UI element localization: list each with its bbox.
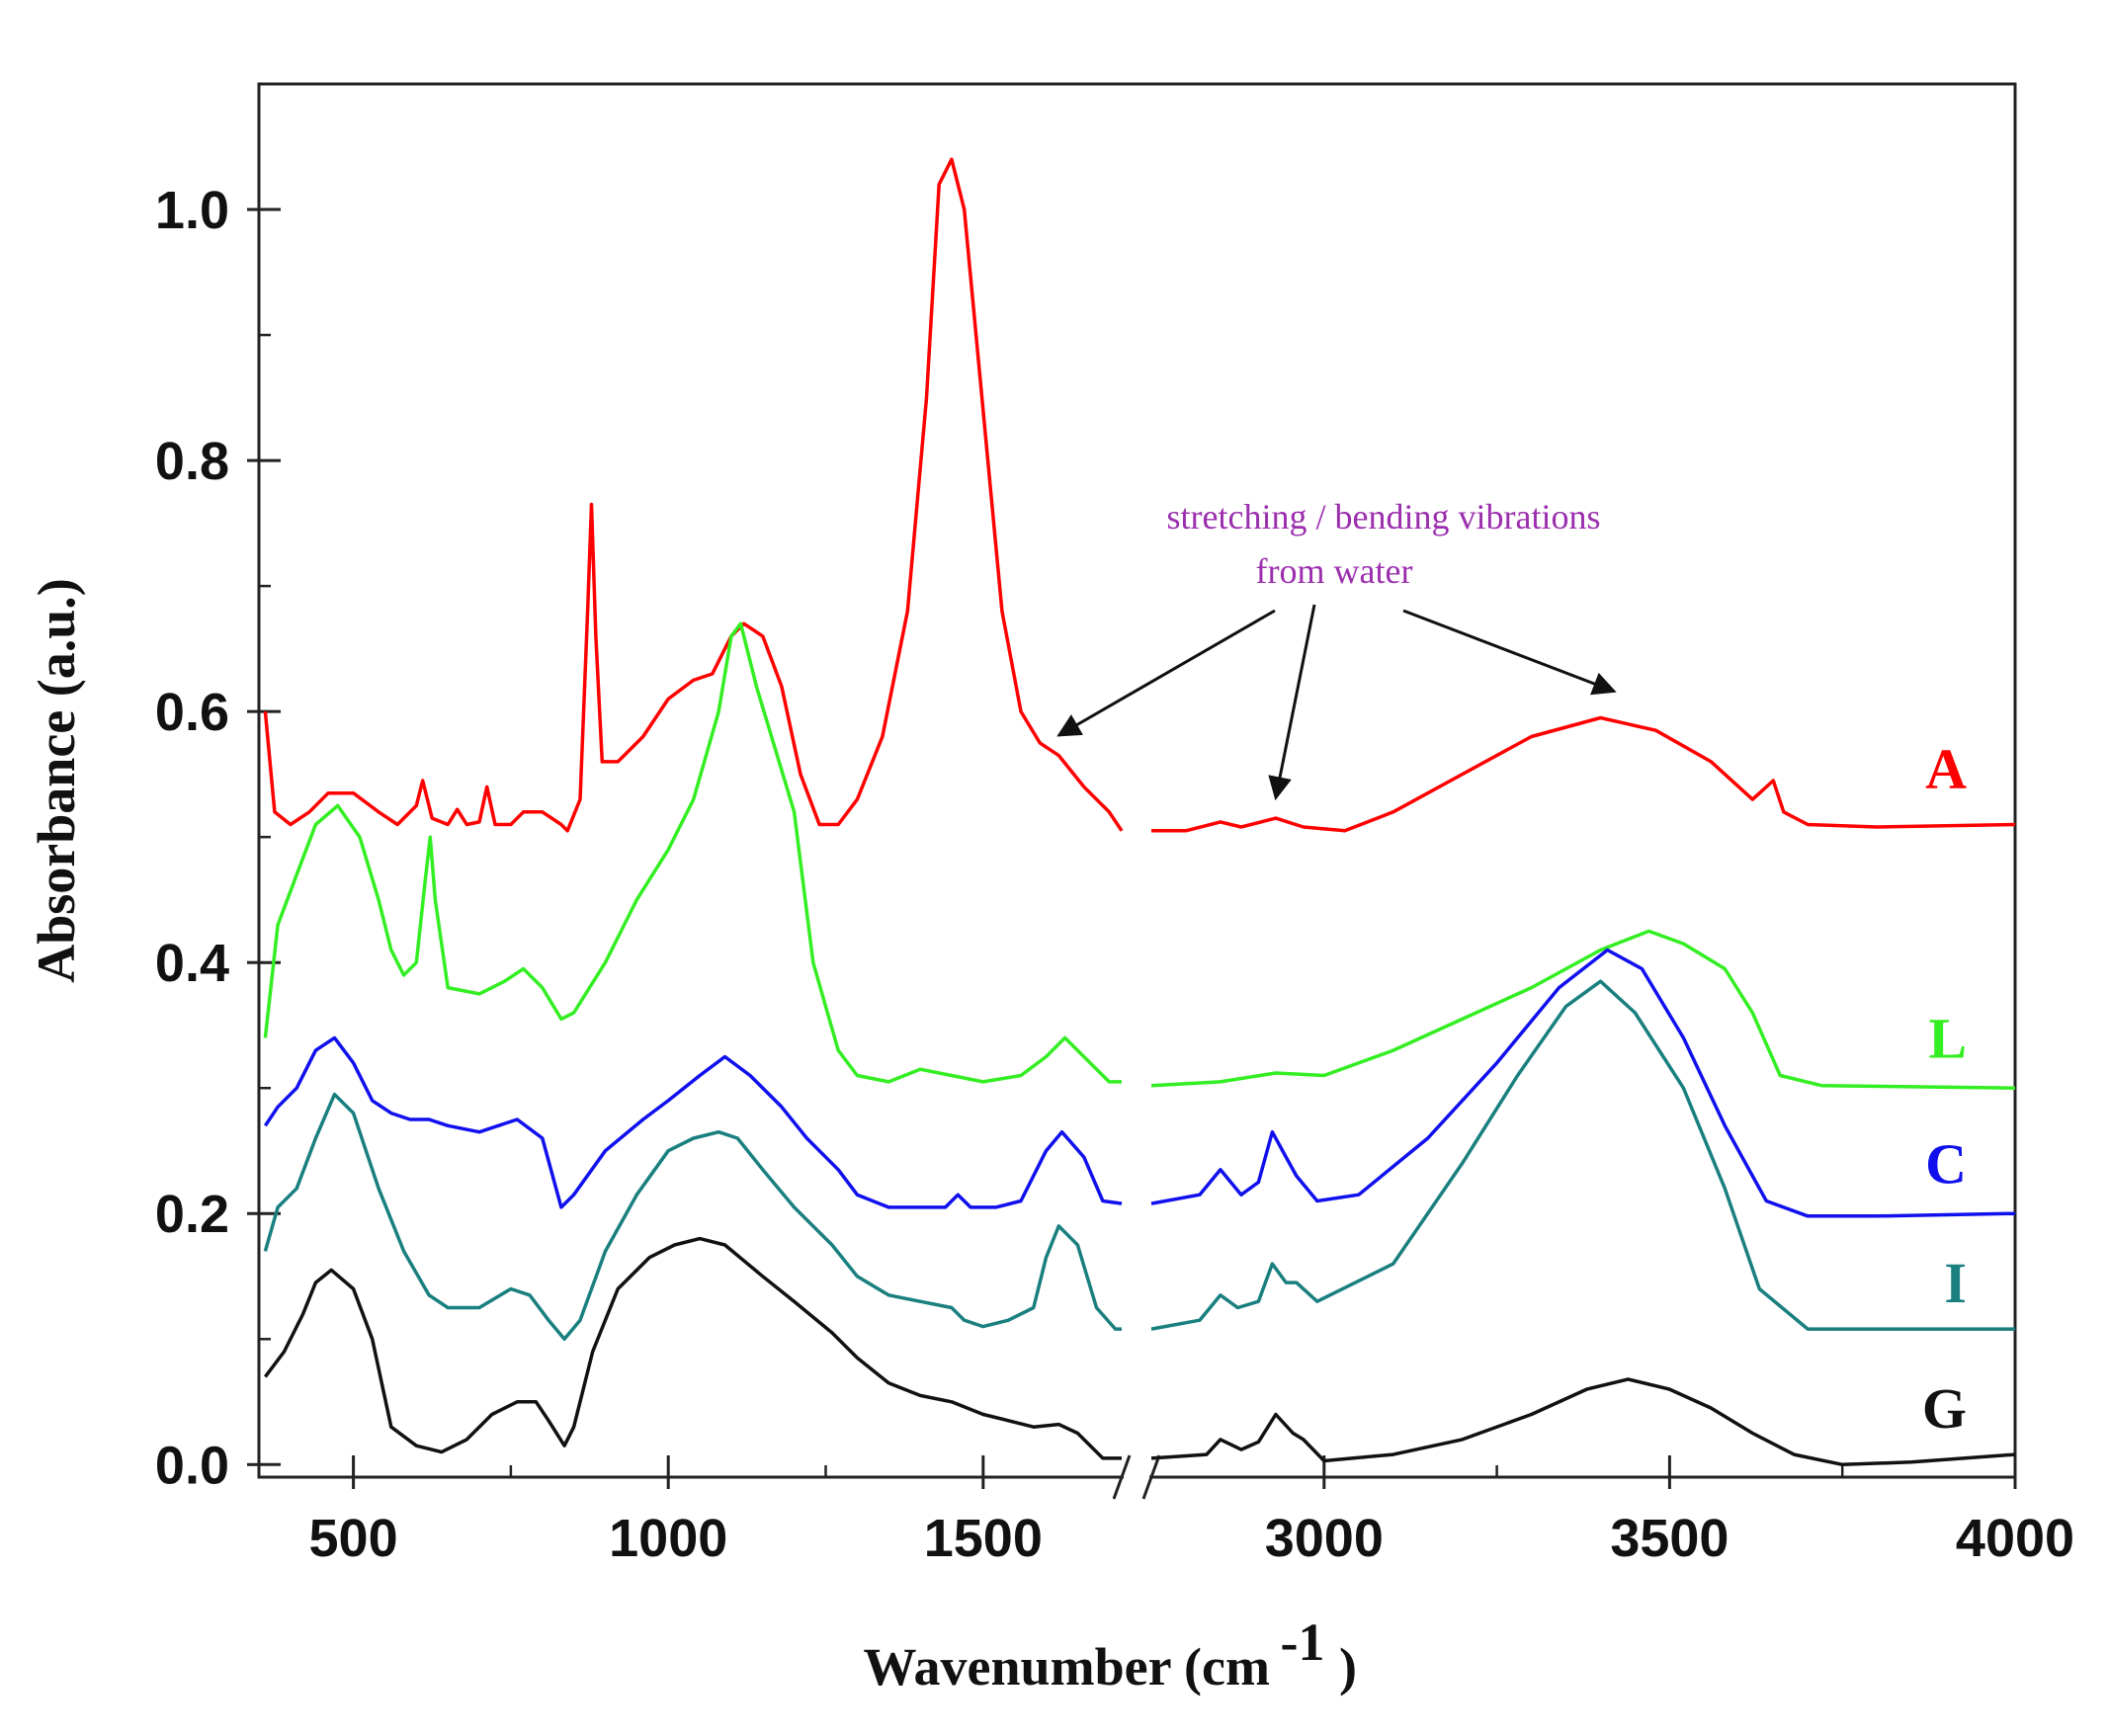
series-label-G: G	[1922, 1376, 1967, 1441]
axis-break-gap	[1124, 1471, 1149, 1483]
x-tick-label: 1500	[924, 1509, 1043, 1568]
x-axis-title-close: )	[1339, 1637, 1357, 1696]
axis-break-slash	[1112, 1454, 1132, 1500]
series-I-line-left	[263, 1092, 1122, 1342]
x-axis-title-superscript: -1	[1281, 1612, 1325, 1672]
series-L-line-right	[1150, 929, 2016, 1090]
y-tick-label: 0.6	[155, 683, 229, 742]
series-label-A: A	[1925, 736, 1967, 800]
series-label-C: C	[1925, 1131, 1967, 1196]
series-G-line-left	[264, 1236, 1122, 1460]
annotation-arrow	[1268, 604, 1316, 801]
x-axis-title-text: Wavenumber (cm	[864, 1637, 1270, 1696]
x-tick-label: 3500	[1610, 1509, 1729, 1568]
y-axis-title: Absorbance (a.u.)	[27, 578, 86, 983]
series-I-line-right	[1150, 979, 2015, 1331]
y-tick-label: 0.8	[155, 432, 229, 491]
axis-ticks	[247, 82, 2017, 1500]
annotation-line-2: from water	[1256, 551, 1413, 591]
y-tick-label: 0.4	[155, 934, 229, 993]
x-axis-title: Wavenumber (cm -1 )	[864, 1612, 1357, 1696]
x-tick-label: 1000	[609, 1509, 727, 1568]
series-L-line-left	[263, 621, 1122, 1084]
series-layer	[263, 157, 2016, 1467]
annotation-arrow	[1402, 609, 1617, 696]
labels-layer: 0.0 0.2 0.4 0.6 0.8 1.0 500 1000 1500 3000 3500 400…	[155, 181, 2074, 1568]
y-tick-label: 0.2	[155, 1185, 229, 1244]
y-tick-label: 0.0	[155, 1436, 229, 1495]
series-G-line-right	[1150, 1377, 2016, 1467]
series-C-line-right	[1150, 948, 2016, 1218]
series-C-line-left	[263, 1035, 1123, 1209]
annotation-line-1: stretching / bending vibrations	[1167, 497, 1601, 537]
x-tick-label: 500	[309, 1509, 398, 1568]
series-label-L: L	[1928, 1006, 1967, 1070]
series-A-line-left	[263, 157, 1124, 833]
y-tick-label: 1.0	[155, 181, 229, 240]
x-tick-label: 4000	[1956, 1509, 2074, 1568]
annotation-layer: stretching / bending vibrations from wat…	[1056, 497, 1617, 801]
axis-break-slash	[1141, 1454, 1161, 1500]
annotation-arrow	[1056, 609, 1276, 737]
series-A-line-right	[1151, 715, 2016, 833]
series-label-I: I	[1944, 1251, 1967, 1315]
x-tick-label: 3000	[1265, 1509, 1384, 1568]
